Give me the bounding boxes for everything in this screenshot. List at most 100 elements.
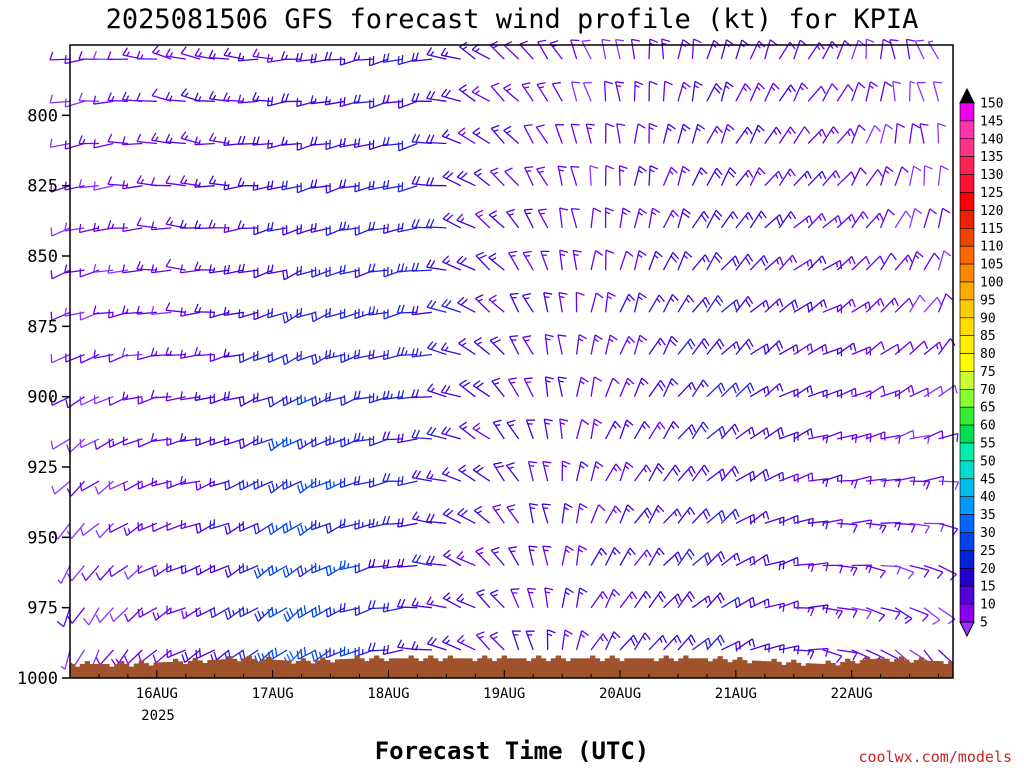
colorbar-swatch: [959, 567, 975, 587]
wind-barb: [706, 592, 725, 609]
wind-barb: [489, 40, 505, 60]
wind-barb: [557, 165, 567, 186]
wind-barb: [107, 92, 128, 102]
wind-barb: [282, 311, 302, 324]
wind-barb: [764, 39, 778, 60]
wind-barb: [630, 38, 641, 60]
terrain-segment: [330, 662, 336, 678]
colorbar-swatch: [959, 138, 975, 158]
terrain-segment: [707, 661, 713, 678]
terrain-segment: [295, 661, 301, 678]
terrain-segment: [791, 659, 797, 678]
wind-barb: [764, 170, 783, 187]
wind-barb: [662, 166, 678, 186]
wind-barb: [575, 502, 588, 524]
wind-barb: [411, 218, 432, 229]
wind-barb: [511, 630, 521, 651]
terrain-segment: [182, 664, 189, 678]
wind-barb: [195, 437, 216, 447]
wind-barb: [541, 503, 551, 524]
wind-barb: [282, 395, 302, 407]
wind-barb: [648, 250, 663, 271]
wind-barb: [195, 648, 216, 660]
wind-barb: [457, 507, 476, 524]
wind-barb: [136, 175, 157, 187]
colorbar-label: 130: [980, 168, 1003, 183]
wind-barb: [440, 47, 461, 60]
wind-barb: [325, 564, 346, 577]
wind-barb: [50, 438, 71, 450]
wind-barb: [122, 436, 143, 446]
wind-barb: [181, 649, 201, 664]
terrain-segment: [74, 666, 81, 678]
y-tick-label: 850: [27, 247, 58, 267]
wind-barb: [442, 507, 462, 524]
wind-barb: [411, 389, 432, 399]
terrain-segment: [222, 659, 228, 678]
wind-barb: [195, 480, 216, 491]
wind-barb: [426, 596, 447, 609]
wind-barb: [662, 252, 680, 271]
wind-barb: [382, 136, 403, 147]
terrain-segment: [158, 662, 164, 678]
terrain-segment: [555, 655, 561, 678]
wind-barb: [396, 304, 418, 314]
wind-barb: [706, 125, 723, 144]
wind-barb: [368, 477, 389, 488]
wind-barb: [475, 251, 491, 271]
colorbar-swatch: [959, 478, 975, 497]
wind-barb: [605, 588, 621, 608]
terrain-segment: [325, 659, 331, 678]
terrain-segment: [879, 658, 885, 678]
terrain-segment: [516, 658, 522, 678]
terrain-segment: [79, 663, 86, 678]
wind-barb: [137, 564, 158, 575]
wind-barb: [836, 213, 856, 229]
wind-barb: [253, 267, 273, 279]
y-tick-label: 800: [27, 106, 58, 126]
wind-barb: [136, 305, 157, 315]
wind-barb: [108, 438, 129, 448]
terrain-segment: [70, 663, 76, 678]
wind-barb: [109, 607, 129, 623]
wind-barb: [124, 607, 143, 623]
wind-barb: [325, 266, 346, 278]
terrain-segment: [717, 656, 723, 678]
wind-barb: [70, 649, 86, 668]
terrain-segment: [580, 658, 586, 678]
wind-barb: [442, 212, 462, 229]
wind-barb: [493, 461, 505, 482]
wind-barb: [892, 80, 902, 102]
wind-barb: [619, 461, 634, 482]
wind-barb: [508, 546, 520, 566]
terrain-segment: [84, 661, 90, 678]
terrain-segment: [334, 659, 341, 678]
wind-barb: [604, 377, 620, 397]
y-tick-label: 825: [27, 177, 58, 197]
wind-barb: [851, 39, 866, 60]
terrain-segment: [830, 663, 836, 678]
wind-barb: [64, 307, 85, 317]
colorbar-swatch: [959, 174, 975, 193]
wind-barb: [223, 181, 244, 191]
wind-barb: [633, 421, 651, 440]
wind-barb: [383, 266, 404, 278]
wind-barb: [691, 552, 712, 566]
wind-barb: [353, 51, 375, 61]
wind-barb: [648, 294, 665, 313]
wind-barb: [764, 382, 784, 398]
terrain-segment: [227, 656, 233, 678]
colorbar-label: 50: [980, 454, 996, 469]
wind-barb: [107, 220, 128, 230]
terrain-segment: [398, 658, 404, 678]
wind-barb: [282, 479, 302, 491]
wind-barb: [937, 250, 952, 271]
terrain-segment: [393, 658, 400, 678]
terrain-segment: [305, 660, 311, 678]
wind-barb: [137, 480, 158, 490]
colorbar-label: 150: [980, 97, 1003, 112]
wind-barb: [396, 558, 418, 568]
wind-barb: [808, 434, 829, 444]
wind-barb: [507, 377, 520, 398]
wind-barb: [151, 477, 172, 487]
